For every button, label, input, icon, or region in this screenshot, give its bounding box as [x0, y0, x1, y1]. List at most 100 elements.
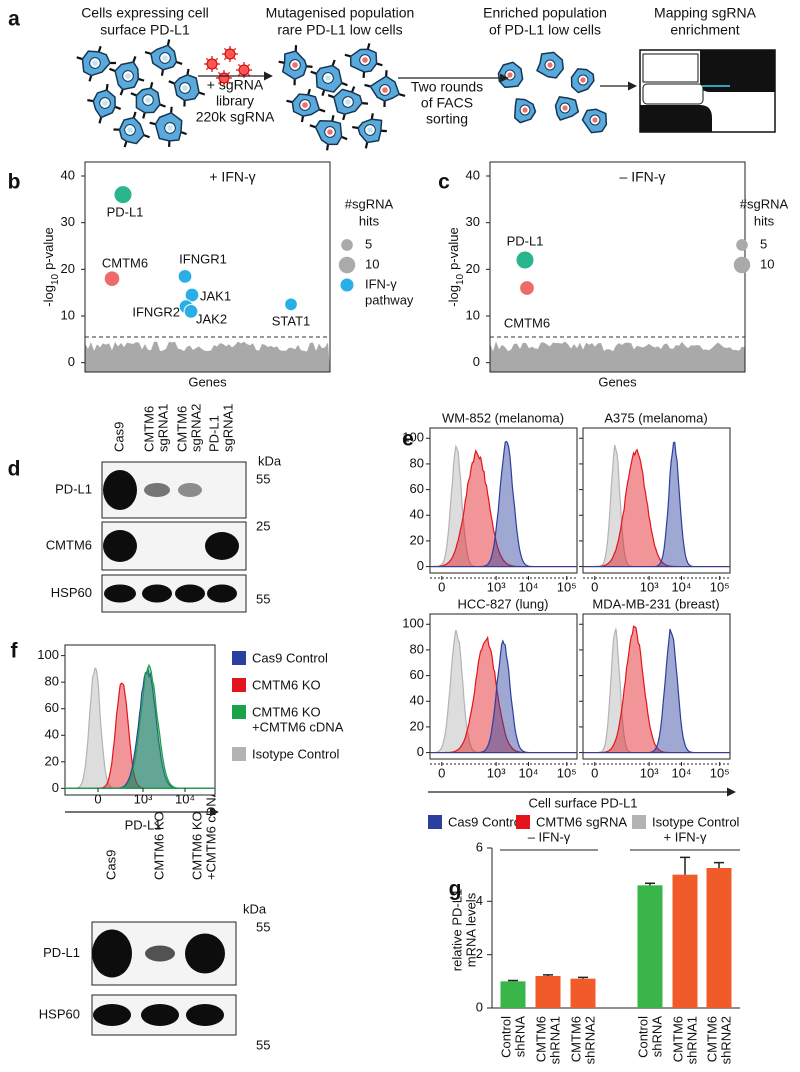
y-tick-label: 0 [417, 744, 424, 759]
cell-spike [331, 59, 336, 66]
marker-label: 55 [256, 471, 270, 486]
y-tick-label: 0 [417, 558, 424, 573]
legend-pathway [340, 278, 354, 292]
panel-label: f [11, 640, 19, 663]
virus [238, 64, 250, 76]
x-axis-label: Genes [598, 374, 637, 389]
cell-spike [97, 45, 102, 53]
row-label: HSP60 [39, 1006, 80, 1021]
x-tick-label: 10⁵ [557, 765, 577, 780]
bar [706, 868, 732, 1008]
step-label: Cells expressing cell [81, 5, 209, 21]
nucleus-core [327, 129, 333, 135]
x-tick-label: CMTM6 [670, 1016, 685, 1062]
plot-frame [84, 161, 331, 373]
y-tick-label: 2 [476, 946, 483, 961]
y-tick-label: 0 [52, 780, 59, 795]
legend-swatch [232, 678, 246, 692]
cell-spike [342, 113, 346, 121]
x-tick-label: shRNA2 [582, 1016, 597, 1064]
x-tick-label: 10⁴ [671, 765, 691, 780]
hist-title: A375 (melanoma) [604, 410, 707, 425]
cell-spike [76, 56, 83, 61]
y-tick-label: 80 [45, 674, 59, 689]
x-tick-label: 0 [438, 579, 445, 594]
group-label: + IFN-γ [664, 829, 707, 844]
legend-size [341, 239, 353, 251]
legend-label: pathway [365, 292, 414, 307]
bar [637, 885, 663, 1008]
y-tick-label: 40 [410, 693, 424, 708]
cell-spike [376, 62, 383, 67]
band [93, 1004, 131, 1026]
error-bar [714, 861, 724, 868]
y-tick-label: 10 [61, 307, 75, 322]
cell-spike [310, 70, 317, 75]
cell-spike [341, 82, 348, 87]
virus [206, 58, 218, 70]
lane-label: CMTM6 KO [151, 811, 166, 880]
cell-spike [198, 91, 206, 96]
histogram [583, 628, 730, 754]
x-tick-label: 0 [591, 765, 598, 780]
cell-spike [159, 103, 166, 108]
cell-spike [321, 89, 326, 97]
step-label: enrichment [670, 22, 739, 38]
cell-spike [144, 50, 152, 55]
nucleus-core [580, 77, 586, 83]
gene-point [177, 268, 193, 284]
legend-label: 5 [760, 236, 767, 251]
gene-point [103, 270, 121, 287]
virus [218, 72, 230, 84]
y-tick-label: 20 [410, 718, 424, 733]
y-tick-label: 40 [61, 167, 75, 182]
y-tick-label: 100 [402, 616, 424, 631]
band [178, 483, 202, 497]
x-axis-label: PD-L1 [125, 817, 162, 832]
x-tick-label: shRNA1 [547, 1016, 562, 1064]
sorting-label: Two rounds [411, 79, 483, 95]
gene-point [183, 303, 199, 319]
x-tick-label: 10⁴ [518, 765, 538, 780]
y-tick-label: 60 [410, 667, 424, 682]
error-bar [680, 856, 690, 875]
x-tick-label: CMTM6 [568, 1016, 583, 1062]
y-axis-label: -log10 p-value [41, 227, 61, 306]
lane-label: Cas9 [103, 850, 118, 880]
legend-title: #sgRNA [345, 196, 394, 211]
cell-spike [168, 80, 175, 85]
legend-label: 10 [760, 256, 774, 271]
hist-frame [582, 613, 731, 760]
nucleus-core [102, 100, 108, 106]
error-bar [508, 979, 518, 982]
bar [570, 978, 596, 1008]
row-label: PD-L1 [43, 945, 80, 960]
legend-label: CMTM6 sgRNA [536, 814, 627, 829]
cell-spike [180, 130, 187, 136]
legend-size [338, 256, 356, 274]
step-label: Enriched population [483, 5, 607, 21]
legend-label: +CMTM6 cDNA [252, 719, 344, 734]
cell-spike [143, 134, 150, 139]
y-axis-label-part: p-value [446, 227, 461, 270]
nucleus-core [362, 57, 368, 63]
x-tick-label: 0 [438, 765, 445, 780]
error-bar [543, 974, 553, 976]
marker-label: 55 [256, 591, 270, 606]
y-tick-label: 40 [45, 727, 59, 742]
band [103, 470, 137, 510]
band [144, 483, 170, 497]
cell-spike [370, 113, 374, 120]
band [92, 929, 132, 978]
legend-label: Cas9 Control [448, 814, 524, 829]
legend-label: Isotype Control [252, 746, 340, 761]
gene-point [284, 297, 298, 312]
y-tick-label: 100 [402, 430, 424, 445]
y-axis-label: -log10 p-value [446, 227, 466, 306]
background-genes [490, 341, 745, 372]
cell-spike [398, 93, 406, 98]
legend-title: hits [359, 213, 380, 228]
x-tick-label: 0 [591, 579, 598, 594]
band [185, 933, 225, 974]
y-axis-label-part: 10 [50, 273, 61, 285]
